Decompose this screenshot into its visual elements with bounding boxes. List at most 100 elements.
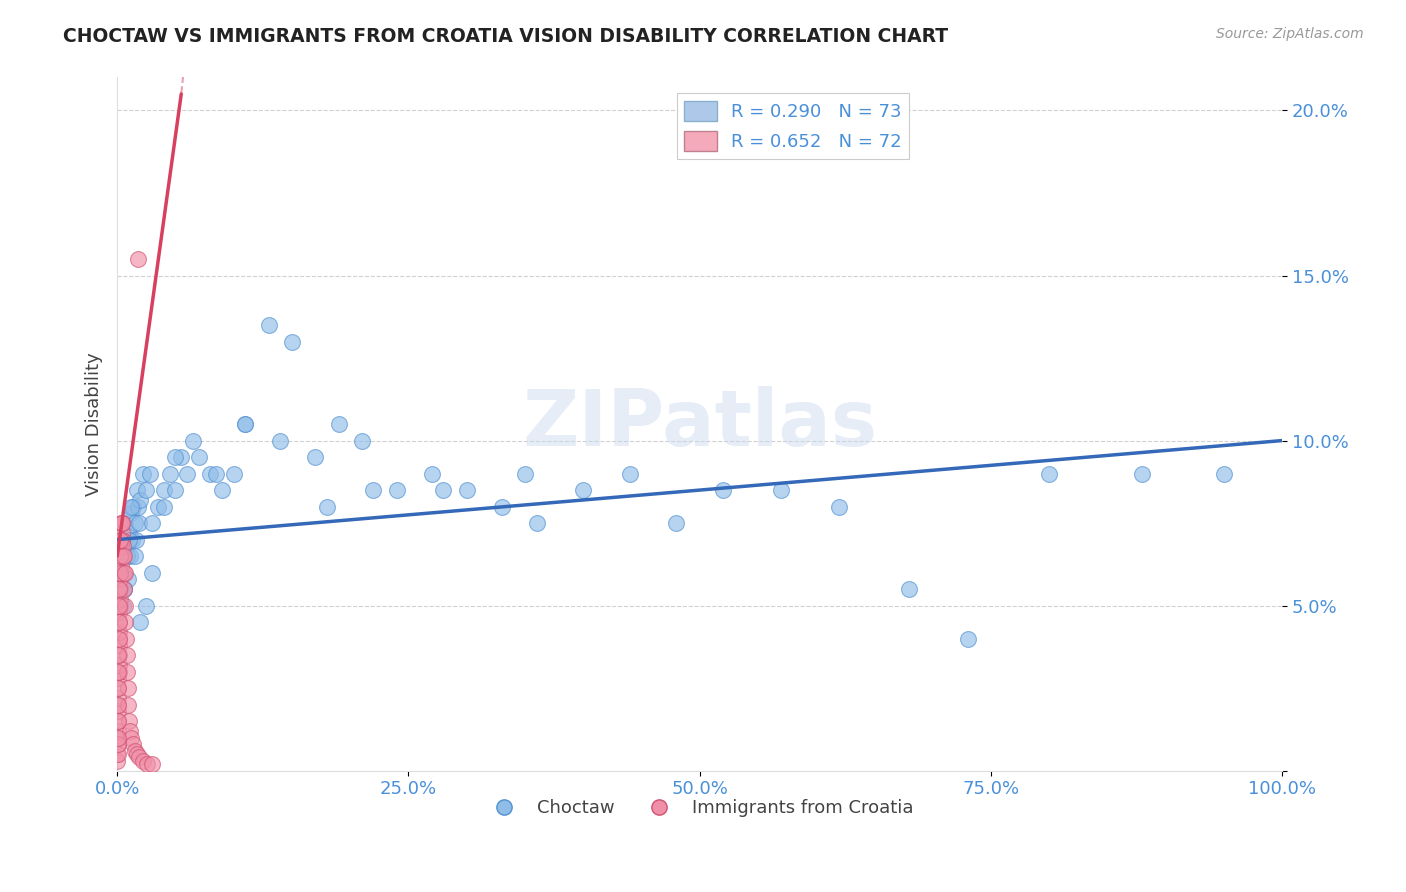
Point [115,648,138,662]
Point [526,516,548,530]
Point [165,450,187,464]
Point [107,724,129,739]
Point [139,467,162,481]
Point [107,681,129,695]
Point [170,450,193,464]
Point [350,434,373,448]
Point [111,549,134,563]
Point [107,731,129,745]
Point [711,483,734,497]
Point [110,559,132,574]
Point [114,599,136,613]
Point [124,516,146,530]
Point [1130,467,1153,481]
Point [420,467,443,481]
Point [108,599,131,613]
Point [200,467,222,481]
Point [432,483,454,497]
Point [328,417,350,431]
Point [108,638,131,652]
Point [107,704,129,718]
Point [141,757,163,772]
Point [117,698,139,712]
Point [304,450,326,464]
Legend: Choctaw, Immigrants from Croatia: Choctaw, Immigrants from Croatia [479,791,921,824]
Point [108,549,131,563]
Point [107,665,129,679]
Point [619,467,641,481]
Point [135,483,157,497]
Point [115,539,138,553]
Point [108,599,131,613]
Point [110,533,132,547]
Point [110,549,132,563]
Point [1212,467,1234,481]
Point [456,483,478,497]
Point [108,605,131,619]
Point [120,500,142,514]
Point [491,500,513,514]
Point [127,500,149,514]
Point [141,566,163,580]
Point [120,506,142,520]
Point [513,467,536,481]
Point [108,582,131,596]
Point [111,533,134,547]
Point [111,549,134,563]
Point [124,744,146,758]
Point [125,533,148,547]
Point [572,483,595,497]
Point [129,493,152,508]
Point [363,483,385,497]
Point [315,500,337,514]
Point [107,658,129,673]
Point [107,632,129,646]
Point [111,599,134,613]
Point [187,450,209,464]
Point [165,483,187,497]
Point [132,754,155,768]
Point [110,539,132,553]
Point [120,731,142,745]
Point [107,714,129,728]
Point [112,566,135,580]
Point [1038,467,1060,481]
Point [233,417,256,431]
Point [665,516,688,530]
Point [107,691,129,706]
Point [114,615,136,629]
Point [108,632,131,646]
Point [112,582,135,596]
Text: Source: ZipAtlas.com: Source: ZipAtlas.com [1216,27,1364,41]
Point [110,566,132,580]
Point [107,681,129,695]
Point [956,632,979,646]
Point [107,665,129,679]
Point [115,665,138,679]
Point [385,483,408,497]
Point [205,467,228,481]
Point [107,737,129,751]
Point [141,516,163,530]
Point [128,750,150,764]
Point [118,724,141,739]
Point [118,714,141,728]
Point [112,582,135,596]
Point [118,526,141,541]
Point [114,516,136,530]
Point [125,747,148,762]
Point [128,516,150,530]
Point [152,500,174,514]
Point [176,467,198,481]
Point [110,572,132,586]
Point [111,566,134,580]
Point [118,533,141,547]
Point [152,483,174,497]
Point [211,483,233,497]
Point [108,648,131,662]
Point [107,698,129,712]
Point [115,549,138,563]
Point [110,533,132,547]
Point [269,434,291,448]
Point [107,698,129,712]
